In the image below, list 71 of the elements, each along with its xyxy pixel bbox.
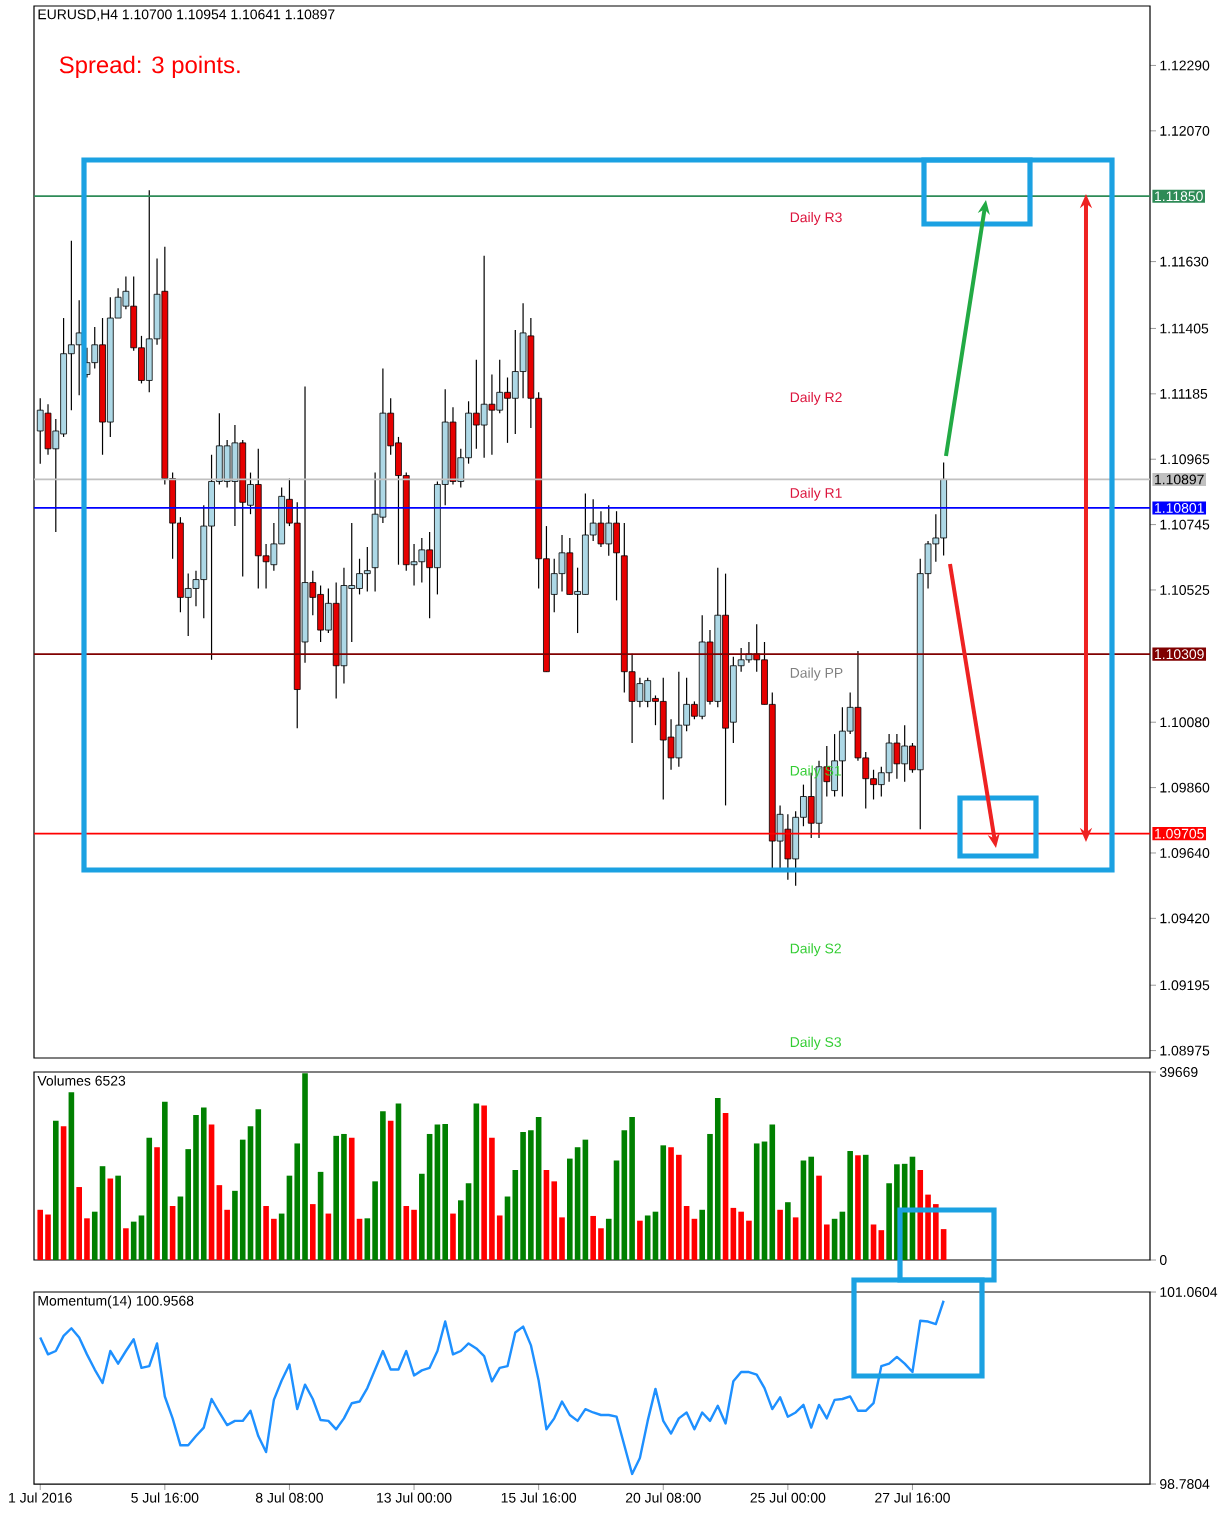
bar <box>380 1111 386 1261</box>
candlestick <box>356 558 363 596</box>
candlestick <box>636 677 644 708</box>
bar <box>785 1202 791 1261</box>
bar <box>816 1175 822 1261</box>
bar <box>146 1137 153 1261</box>
candlestick <box>659 677 667 801</box>
candlestick <box>488 373 496 456</box>
bar <box>154 1147 160 1261</box>
bar <box>777 1209 783 1261</box>
candlestick <box>231 424 239 527</box>
candlestick <box>675 671 683 768</box>
candlestick <box>472 359 480 450</box>
candlestick <box>480 255 488 459</box>
bar <box>808 1156 815 1261</box>
bar <box>792 1217 799 1261</box>
bar <box>855 1155 861 1261</box>
bar <box>162 1101 168 1261</box>
bar <box>302 1073 308 1261</box>
bar <box>520 1132 526 1261</box>
candlestick <box>566 537 574 596</box>
bar <box>115 1175 121 1261</box>
bar <box>769 1124 776 1261</box>
bar <box>878 1230 885 1261</box>
bar <box>481 1105 487 1261</box>
candlestick <box>605 504 613 557</box>
candlestick <box>504 376 511 444</box>
candlestick <box>418 537 426 584</box>
bar <box>753 1143 760 1261</box>
candlestick <box>613 510 620 601</box>
bar <box>53 1120 59 1261</box>
bar <box>676 1154 682 1261</box>
candlestick <box>317 584 324 643</box>
bar <box>862 1154 869 1261</box>
bar <box>668 1147 674 1261</box>
candlestick <box>901 724 909 783</box>
candlestick <box>644 677 652 708</box>
bar <box>403 1206 410 1261</box>
bar <box>644 1215 651 1261</box>
bar <box>714 1097 721 1261</box>
bar <box>263 1206 269 1261</box>
bar <box>442 1124 448 1261</box>
bar <box>255 1109 262 1261</box>
bar <box>37 1209 44 1261</box>
bar <box>738 1211 744 1261</box>
bar <box>333 1135 339 1261</box>
bar <box>629 1116 635 1261</box>
bar <box>847 1151 853 1261</box>
candlestick <box>784 813 792 881</box>
candlestick <box>223 439 231 489</box>
bar <box>310 1204 316 1261</box>
bar <box>123 1228 129 1261</box>
annotation: Spread: 3 points. <box>59 55 240 79</box>
candlestick <box>893 733 901 780</box>
bar <box>193 1115 199 1261</box>
candlestick <box>145 189 153 393</box>
bar <box>450 1213 456 1261</box>
bar <box>341 1133 347 1261</box>
bar <box>660 1145 667 1261</box>
candlestick <box>839 706 846 798</box>
bar <box>637 1220 643 1261</box>
bar <box>746 1220 752 1261</box>
bar <box>76 1187 82 1261</box>
bar <box>411 1209 417 1261</box>
bar <box>200 1107 207 1261</box>
bar <box>917 1169 924 1261</box>
bar <box>348 1137 355 1261</box>
bar <box>870 1224 877 1261</box>
bar <box>590 1215 596 1261</box>
bar <box>45 1214 51 1261</box>
bar <box>800 1160 807 1261</box>
